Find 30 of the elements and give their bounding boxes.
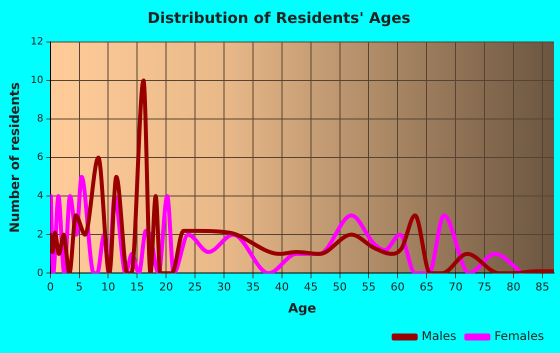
y-tick-label: 8 xyxy=(36,114,44,125)
x-tick-label: 20 xyxy=(159,280,174,294)
x-tick-label: 15 xyxy=(130,280,144,294)
x-tick-label: 80 xyxy=(506,280,520,294)
x-tick-label: 30 xyxy=(217,280,232,294)
x-tick-label: 10 xyxy=(101,280,116,294)
x-tick-label: 85 xyxy=(535,280,550,294)
legend-label: Females xyxy=(494,329,544,344)
x-tick-label: 45 xyxy=(304,280,318,294)
x-tick-label: 5 xyxy=(76,280,83,294)
x-tick-label: 70 xyxy=(448,280,463,294)
x-tick-label: 50 xyxy=(332,280,347,294)
y-tick-label: 4 xyxy=(36,190,44,202)
x-tick-label: 40 xyxy=(274,280,289,294)
x-tick-label: 65 xyxy=(420,280,434,294)
x-tick-label: 35 xyxy=(246,280,260,294)
x-axis-title: Age xyxy=(288,302,316,317)
x-tick-label: 60 xyxy=(390,280,405,294)
legend-label: Males xyxy=(422,329,456,344)
y-tick-label: 12 xyxy=(30,36,44,48)
y-tick-label: 0 xyxy=(36,268,44,279)
x-tick-label: 25 xyxy=(188,280,202,294)
y-tick-label: 6 xyxy=(36,152,44,164)
x-tick-label: 75 xyxy=(478,280,492,294)
x-tick-label: 55 xyxy=(362,280,376,294)
chart-title: Distribution of Residents' Ages xyxy=(148,8,411,27)
y-tick-label: 10 xyxy=(30,75,44,86)
y-axis-title: Number of residents xyxy=(8,82,24,233)
y-tick-label: 2 xyxy=(36,229,44,240)
x-tick-label: 0 xyxy=(46,280,54,294)
